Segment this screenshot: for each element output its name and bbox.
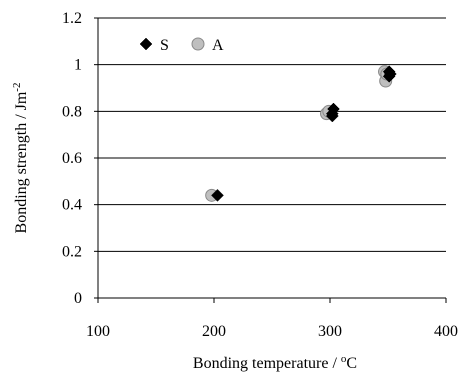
y-tick-label: 0 — [74, 290, 82, 307]
x-tick-label: 100 — [86, 323, 110, 340]
x-axis-title-main: Bonding temperature / — [193, 355, 341, 372]
grid-lines — [98, 17, 446, 252]
x-axis-title: Bonding temperature / oC — [193, 353, 357, 372]
x-tick-label: 200 — [202, 323, 226, 340]
data-points — [205, 65, 397, 202]
legend-label-S: S — [160, 37, 169, 54]
y-tick-label: 0.2 — [62, 243, 82, 260]
x-axis-title-degree: o — [341, 353, 347, 365]
y-tick-label: 0.6 — [62, 150, 82, 167]
y-tick-label: 1 — [74, 57, 82, 74]
legend-label-A: A — [212, 37, 224, 54]
data-point-S — [382, 69, 396, 83]
legend-marker-A — [191, 37, 205, 51]
x-tick-label: 300 — [318, 323, 342, 340]
y-axis-title-exponent: -2 — [11, 83, 23, 92]
y-tick-label: 0.4 — [62, 197, 82, 214]
data-point-S — [211, 188, 224, 202]
y-axis-title-main: Bonding strength / Jm — [13, 91, 30, 233]
y-tick-label: 0.8 — [62, 103, 82, 120]
y-axis-title: Bonding strength / Jm-2 — [11, 83, 30, 234]
y-tick-label: 1.2 — [62, 10, 82, 27]
x-tick-labels: 100 200 300 400 — [86, 298, 458, 340]
y-tick-labels: 0 0.2 0.4 0.6 0.8 1 1.2 — [62, 10, 98, 307]
data-point-S — [325, 109, 339, 123]
x-axis-title-unit: C — [346, 355, 357, 372]
legend-marker-S — [139, 37, 153, 51]
x-tick-label: 400 — [434, 323, 458, 340]
